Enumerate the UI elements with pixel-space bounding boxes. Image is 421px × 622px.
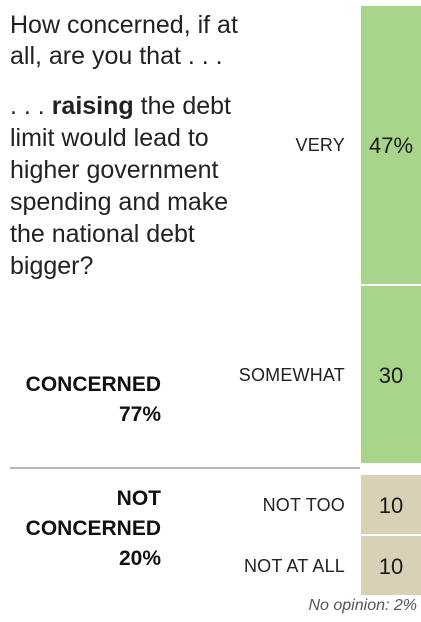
row-label-not-too: NOT TOO: [262, 494, 345, 515]
question-rest: the debt limit would lead to higher gove…: [10, 92, 231, 280]
row-label-not-at-all: NOT AT ALL: [243, 555, 345, 576]
value-label-somewhat: 30: [378, 362, 404, 388]
row-label-somewhat: SOMEWHAT: [238, 364, 345, 385]
question-prefix: . . .: [10, 92, 52, 120]
group-divider: [10, 467, 360, 469]
concerned-label: CONCERNED: [25, 373, 161, 396]
bar-somewhat: [361, 286, 421, 463]
question-text: . . . raising the debt limit would lead …: [10, 90, 255, 282]
value-label-not-at-all: 10: [378, 553, 404, 579]
bar-not-too: [361, 475, 421, 534]
not-concerned-total: 20%: [118, 547, 161, 570]
not-concerned-label-line1: NOT: [116, 487, 161, 510]
not-concerned-group-label: NOT CONCERNED 20%: [26, 484, 161, 574]
concerned-group-label: CONCERNED 77%: [26, 370, 161, 430]
bar-not-at-all: [361, 536, 421, 595]
question-bold-word: raising: [51, 92, 134, 120]
value-label-not-too: 10: [378, 492, 404, 518]
bar-very: [361, 6, 421, 285]
question-intro: How concerned, if at all, are you that .…: [10, 11, 238, 70]
row-label-very: VERY: [295, 135, 345, 156]
value-label-very: 47%: [368, 133, 414, 159]
not-concerned-label-line2: CONCERNED: [25, 517, 161, 540]
no-opinion-note: No opinion: 2%: [308, 597, 417, 614]
concerned-total: 77%: [118, 403, 161, 426]
